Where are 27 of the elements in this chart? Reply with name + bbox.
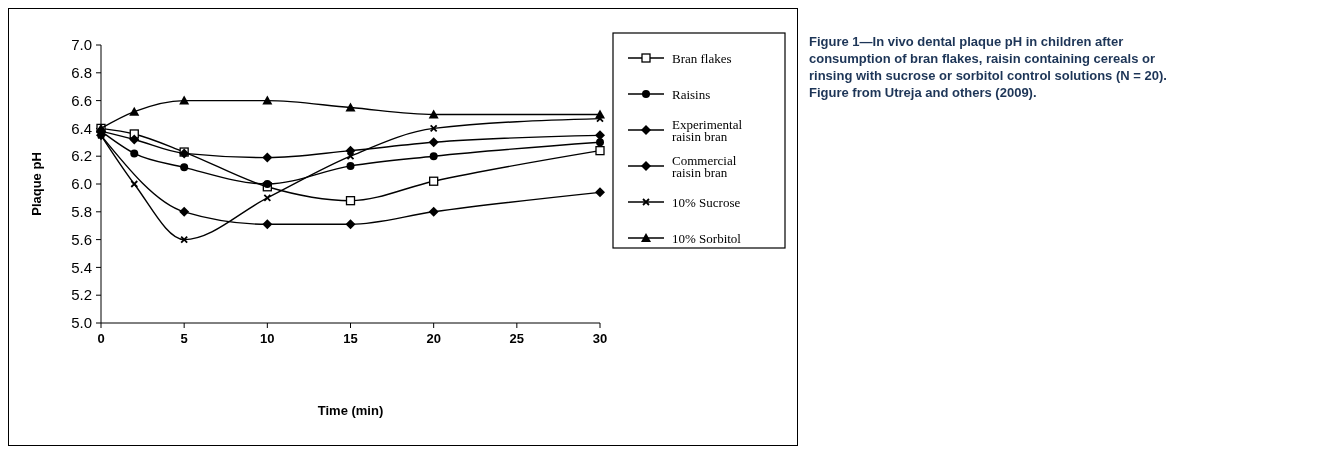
x-tick-label: 15 [343, 331, 358, 346]
legend-label: Experimental raisin bran [672, 116, 743, 144]
y-tick-label: 5.4 [71, 258, 92, 276]
legend-label: Bran flakes [672, 50, 732, 66]
y-tick-label: 6.6 [71, 91, 92, 109]
x-tick-label: 5 [180, 331, 188, 346]
y-tick-label: 6.2 [71, 147, 92, 165]
y-tick-label: 5.6 [71, 230, 92, 248]
x-tick-label: 20 [426, 331, 441, 346]
y-tick-label: 7.0 [71, 36, 92, 54]
y-tick-label: 5.2 [71, 286, 92, 304]
x-axis-title: Time (min) [317, 403, 384, 418]
y-tick-label: 6.0 [71, 175, 92, 193]
y-tick-label: 5.8 [71, 203, 92, 221]
y-tick-label: 5.0 [71, 314, 92, 332]
x-tick-label: 30 [592, 331, 608, 346]
y-axis-title: Plaque pH [29, 152, 44, 216]
x-tick-label: 10 [260, 331, 275, 346]
x-tick-label: 25 [509, 331, 525, 346]
y-tick-label: 6.4 [71, 119, 92, 137]
y-tick-label: 6.8 [71, 64, 92, 82]
legend-label: 10% Sucrose [672, 194, 741, 210]
x-tick-label: 0 [97, 331, 105, 346]
legend-label: Commercial raisin bran [672, 152, 737, 180]
legend-label: Raisins [672, 86, 711, 102]
caption: Figure 1—In vivo dental plaque pH in children after consumption of bran flakes, raisin containing cereals or rinsing with sucrose or sorbitol control solutions (N = 20). Figure from Utreja and others (2009). [809, 34, 1167, 100]
legend-label: 10% Sorbitol [672, 230, 742, 246]
